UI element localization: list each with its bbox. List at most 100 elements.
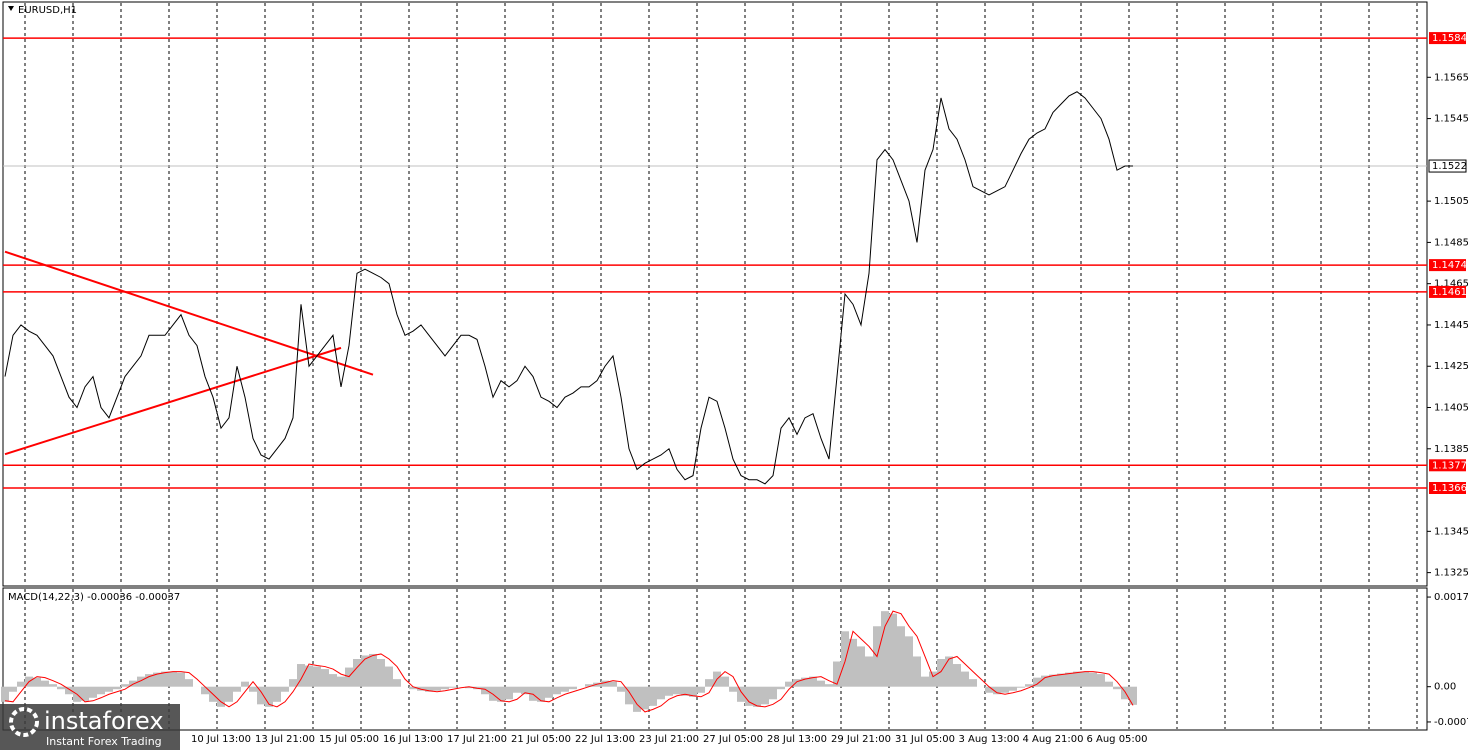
last-price-label: 1.1522 — [1432, 161, 1467, 172]
macd-bar — [201, 687, 209, 695]
macd-bar — [1089, 673, 1097, 687]
x-tick-label: 15 Jul 05:00 — [319, 734, 379, 745]
y-tick-label: 1.1425 — [1434, 361, 1468, 372]
macd-bar — [1081, 672, 1089, 687]
macd-bar — [865, 656, 873, 686]
macd-bar — [497, 687, 505, 702]
y-tick-label: 1.1565 — [1434, 72, 1468, 83]
macd-bar — [697, 687, 705, 693]
watermark-brand: instaforex — [44, 707, 164, 735]
macd-bar — [49, 684, 57, 687]
macd-bar — [777, 687, 785, 690]
macd-bar — [249, 687, 257, 692]
y-tick-label: 1.1405 — [1434, 403, 1468, 414]
macd-bar — [569, 687, 577, 690]
level-label: 1.1366 — [1432, 483, 1467, 494]
macd-bar — [513, 687, 521, 693]
macd-bar — [705, 679, 713, 687]
macd-bar — [953, 664, 961, 687]
macd-bar — [281, 687, 289, 692]
macd-bar — [921, 677, 929, 687]
level-label: 1.1584 — [1432, 33, 1467, 44]
macd-bar — [441, 687, 449, 690]
chart-title: EURUSD,H1 — [18, 5, 77, 16]
macd-bar — [1097, 674, 1105, 687]
macd-bar — [649, 687, 657, 706]
macd-bar — [89, 687, 97, 698]
macd-bar — [761, 687, 769, 705]
macd-bar — [57, 687, 65, 690]
x-tick-label: 23 Jul 21:00 — [639, 734, 699, 745]
macd-bar — [545, 687, 553, 698]
y-tick-label: 1.1485 — [1434, 237, 1468, 248]
macd-bar — [1073, 672, 1081, 687]
y-tick-label: 1.1345 — [1434, 526, 1468, 537]
macd-bar — [273, 687, 281, 702]
macd-bar — [905, 636, 913, 686]
level-label: 1.1474 — [1432, 260, 1467, 271]
y-tick-label: 1.1325 — [1434, 568, 1468, 579]
macd-bar — [769, 687, 777, 700]
macd-bar — [361, 655, 369, 686]
macd-bar — [1057, 674, 1065, 687]
macd-bar — [729, 687, 737, 692]
y-tick-label: 1.1385 — [1434, 444, 1468, 455]
x-tick-label: 27 Jul 05:00 — [703, 734, 763, 745]
y-tick-label: 1.1445 — [1434, 320, 1468, 331]
macd-bar — [1065, 673, 1073, 687]
x-tick-label: 3 Aug 13:00 — [958, 734, 1019, 745]
y-tick-label: -0.0007 — [1434, 717, 1468, 728]
macd-bar — [617, 687, 625, 692]
macd-bar — [1017, 687, 1025, 688]
macd-bar — [1113, 687, 1121, 690]
macd-bar — [225, 687, 233, 702]
macd-bar — [849, 639, 857, 687]
macd-bar — [1009, 687, 1017, 691]
macd-bar — [33, 678, 41, 687]
macd-bar — [377, 659, 385, 687]
x-tick-label: 21 Jul 05:00 — [511, 734, 571, 745]
macd-bar — [1105, 682, 1113, 687]
macd-bar — [985, 687, 993, 693]
macd-bar — [41, 681, 49, 687]
macd-title: MACD(14,22,3) -0.00036 -0.00037 — [8, 592, 180, 603]
level-label: 1.1377 — [1432, 460, 1467, 471]
macd-bar — [945, 656, 953, 686]
x-tick-label: 16 Jul 13:00 — [383, 734, 443, 745]
y-tick-label: 1.1505 — [1434, 196, 1468, 207]
macd-bar — [825, 684, 833, 687]
x-tick-label: 17 Jul 21:00 — [447, 734, 507, 745]
macd-bar — [353, 659, 361, 687]
x-tick-label: 13 Jul 21:00 — [255, 734, 315, 745]
macd-bar — [537, 687, 545, 702]
macd-bar — [1129, 687, 1137, 705]
x-tick-label: 22 Jul 13:00 — [575, 734, 635, 745]
macd-bar — [1001, 687, 1009, 693]
macd-bar — [393, 679, 401, 687]
macd-bar — [17, 682, 25, 687]
macd-bar — [841, 631, 849, 686]
macd-bar — [657, 687, 665, 700]
macd-bar — [561, 687, 569, 692]
macd-bar — [857, 646, 865, 686]
macd-bar — [105, 687, 113, 692]
macd-bar — [121, 684, 129, 687]
macd-bar — [553, 687, 561, 695]
x-tick-label: 28 Jul 13:00 — [767, 734, 827, 745]
macd-bar — [881, 611, 889, 687]
macd-bar — [753, 687, 761, 707]
macd-bar — [737, 687, 745, 702]
macd-bar — [313, 667, 321, 687]
macd-bar — [161, 672, 169, 687]
macd-bar — [433, 687, 441, 691]
macd-bar — [505, 687, 513, 700]
macd-bar — [929, 672, 937, 687]
x-tick-label: 4 Aug 21:00 — [1022, 734, 1083, 745]
macd-bar — [1, 687, 9, 702]
macd-bar — [449, 687, 457, 688]
macd-bar — [9, 687, 17, 692]
macd-bar — [169, 672, 177, 687]
macd-bar — [329, 674, 337, 687]
watermark-tagline: Instant Forex Trading — [46, 735, 162, 748]
